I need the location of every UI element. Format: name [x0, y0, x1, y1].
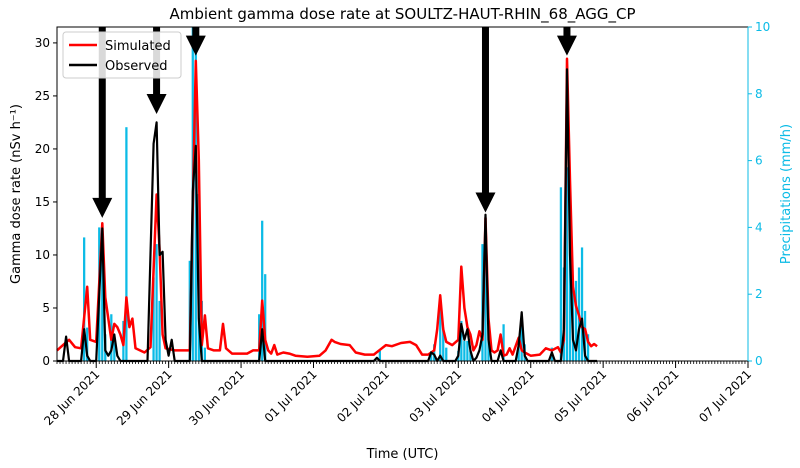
x-tick-label: 29 Jun 2021 — [114, 367, 175, 428]
precipitation-bar — [565, 167, 569, 361]
peak-arrow — [475, 27, 496, 213]
precipitation-bar — [439, 300, 442, 361]
x-axis-title: Time (UTC) — [366, 447, 439, 462]
x-tick-label: 02 Jul 2021 — [334, 367, 392, 425]
precipitation-bar — [433, 344, 436, 361]
x-tick-label: 06 Jul 2021 — [624, 367, 682, 425]
precipitation-bar — [155, 244, 158, 361]
chart-title: Ambient gamma dose rate at SOULTZ-HAUT-R… — [169, 5, 635, 24]
y-tick-label: 25 — [35, 89, 50, 103]
precipitation-bar — [101, 227, 104, 361]
x-tick-label: 01 Jul 2021 — [262, 367, 320, 425]
precipitation-bar — [264, 274, 267, 361]
x-tick-label: 28 Jun 2021 — [41, 367, 102, 428]
precipitation-bar — [430, 350, 433, 361]
precipitation-bar — [559, 187, 563, 361]
precipitation-bar — [580, 247, 584, 361]
precipitation-bar — [158, 300, 161, 361]
legend-label-simulated: Simulated — [105, 39, 171, 54]
precipitation-bar — [83, 237, 86, 361]
x-tick-label: 30 Jun 2021 — [186, 367, 247, 428]
y-tick-label: 0 — [42, 354, 50, 368]
precipitation-bar — [460, 320, 463, 361]
y2-tick-label: 6 — [755, 154, 763, 168]
precipitation-bar — [442, 327, 445, 361]
right-y-axis: 0 2 4 6 8 10 — [747, 20, 770, 368]
precipitation-bar — [203, 347, 206, 361]
precipitation-bar — [445, 347, 448, 361]
x-tick-label: 03 Jul 2021 — [407, 367, 465, 425]
precipitation-bar — [463, 340, 466, 361]
precipitation-bar — [125, 127, 128, 361]
y-tick-label: 10 — [35, 248, 50, 262]
precipitation-bar — [520, 320, 523, 361]
x-tick-label: 04 Jul 2021 — [479, 367, 537, 425]
precipitation-bar — [574, 280, 578, 361]
peak-arrow — [92, 27, 113, 218]
series-line-simulated — [56, 57, 598, 359]
precipitation-bar — [469, 350, 472, 361]
series-line-observed — [57, 68, 598, 363]
y-tick-label: 20 — [35, 142, 50, 156]
y-axis-title: Gamma dose rate (nSv h⁻¹) — [9, 104, 24, 284]
precipitation-bar — [502, 324, 505, 361]
x-tick-label: 05 Jul 2021 — [551, 367, 609, 425]
x-axis: 28 Jun 2021 29 Jun 2021 30 Jun 2021 01 Jul … — [41, 361, 754, 428]
precipitation-bar — [152, 277, 155, 361]
precipitation-bar — [466, 340, 469, 361]
precipitation-bar — [378, 350, 382, 361]
left-y-axis: 0 5 10 15 20 25 30 — [35, 36, 57, 368]
y2-axis-title: Precipitations (mm/h) — [779, 124, 794, 264]
legend: Simulated Observed — [62, 31, 182, 79]
peak-arrow — [185, 27, 206, 56]
x-tick-label: 07 Jul 2021 — [696, 367, 754, 425]
legend-label-observed: Observed — [105, 59, 168, 74]
y2-tick-label: 8 — [755, 87, 763, 101]
precipitation-bar — [568, 234, 572, 361]
dose-rate-lines — [56, 57, 598, 363]
precipitation-bar — [261, 220, 264, 361]
y2-tick-label: 2 — [755, 287, 763, 301]
precipitation-bar — [583, 310, 587, 361]
y-tick-label: 30 — [35, 36, 50, 50]
y-tick-label: 5 — [42, 301, 50, 315]
y2-tick-label: 10 — [755, 20, 770, 34]
y2-tick-label: 0 — [755, 354, 763, 368]
y2-tick-label: 4 — [755, 220, 763, 234]
precipitation-bar — [113, 334, 116, 361]
precipitation-bar — [86, 327, 89, 361]
legend-box — [62, 31, 182, 79]
precipitation-bar — [586, 334, 590, 361]
peak-arrow — [556, 27, 577, 56]
precipitation-bar — [484, 217, 487, 361]
y-tick-label: 15 — [35, 195, 50, 209]
